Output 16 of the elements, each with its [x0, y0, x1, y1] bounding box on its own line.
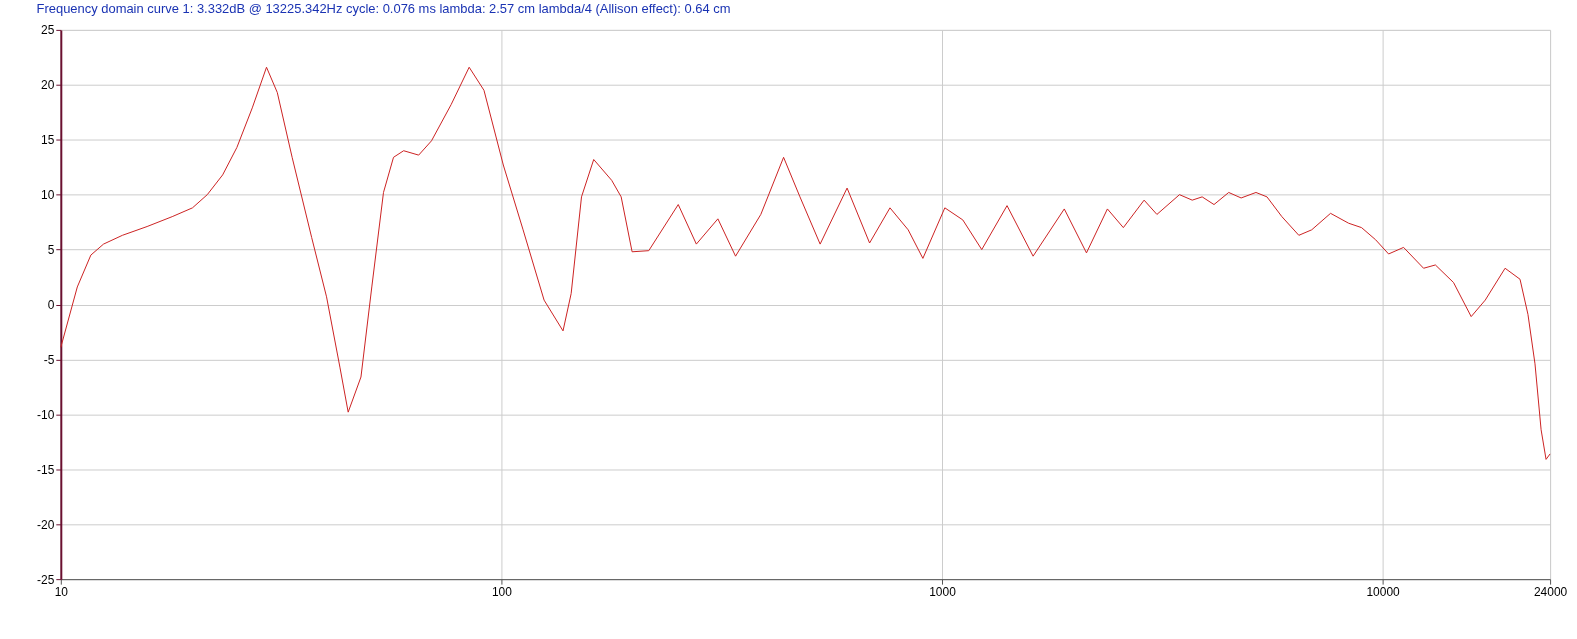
y-tick-label: -20: [37, 517, 55, 532]
x-tick-label: 10000: [1366, 584, 1401, 599]
y-tick-label: -5: [43, 352, 55, 367]
y-tick-label: 20: [41, 78, 55, 93]
y-tick-label: 15: [41, 133, 55, 148]
x-tick-label: 24000: [1533, 584, 1568, 599]
chart-title: Frequency domain curve 1: 3.332dB @ 13225.342Hz cycle: 0.076 ms lambda: 2.57 cm lambda/4 (Allison effect): 0.64 cm: [36, 0, 731, 16]
y-tick-label: -10: [37, 407, 55, 422]
y-tick-label: -15: [37, 462, 55, 477]
x-tick-label: 100: [491, 584, 513, 599]
y-tick-label: 10: [41, 188, 55, 203]
y-tick-label: 0: [47, 298, 55, 312]
x-tick-label: 1000: [929, 584, 957, 599]
y-tick-label: 25: [41, 23, 55, 38]
y-tick-label: -25: [37, 572, 55, 587]
y-tick-label: 5: [47, 243, 55, 258]
